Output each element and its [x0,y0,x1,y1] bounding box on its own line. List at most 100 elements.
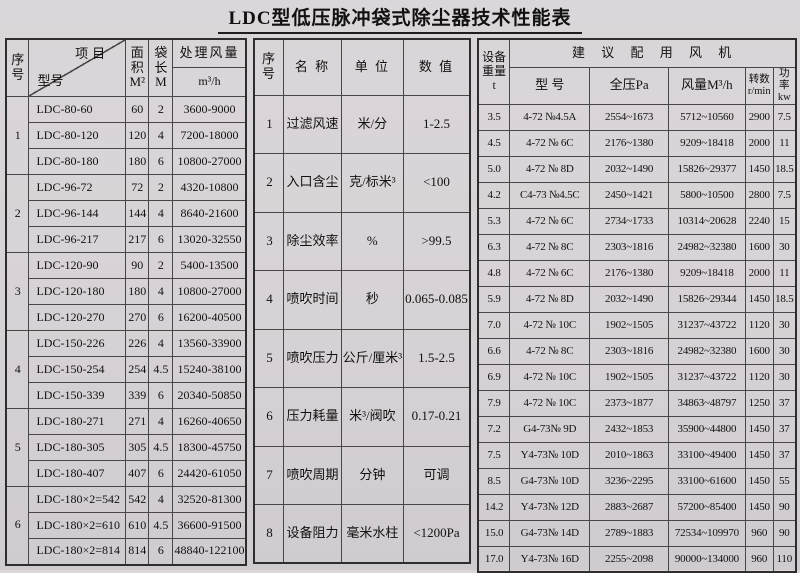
table-row: 5 喷吹压力 公斤/厘米³ 1.5-2.5 [253,328,471,388]
fan-model-cell: 4-72 № 8D [509,155,591,183]
speed-cell: 1120 [744,311,774,339]
model-cell: LDC-180-407 [28,460,127,487]
fan-model-cell: G4-73№ 14D [509,519,591,547]
model-cell: LDC-80-120 [28,122,127,149]
weight-cell: 17.0 [477,545,511,573]
weight-cell: 8.5 [477,467,511,495]
parameter-body: 1 过滤风速 米/分 1-2.5 2 入口含尘 克/标米³ <100 3 除尘效率% >99.5 4 喷… [253,94,471,564]
bag-length-cell: 6 [148,460,174,487]
pressure-cell: 2176~1380 [589,259,669,287]
header-power: 功率 kw [772,66,797,105]
area-cell: 180 [125,278,150,305]
table-row: 1 过滤风速 米/分 1-2.5 [253,94,471,154]
power-cell: 30 [772,363,797,391]
bag-length-cell: 6 [148,304,174,331]
power-cell: 37 [772,389,797,417]
table-row: LDC-96-217 217 6 13020-32550 [6,226,247,253]
param-unit-cell: 毫米水柱 [340,504,405,564]
table-row: 1 LDC-80-60 60 2 3600-9000 [5,96,247,175]
airflow-cell: 13560-33900 [172,330,247,357]
fan-airflow-cell: 5712~10560 [667,103,746,131]
table-row: 6.3 4-72 № 8C 2303~1816 24982~32380 1600 30 [477,233,797,261]
power-cell: 7.5 [772,181,797,209]
table-row: 8.5 G4-73№ 10D 3236~2295 33100~61600 1450 55 [477,467,797,495]
speed-cell: 1450 [744,285,774,313]
param-unit-cell: % [340,211,405,271]
airflow-cell: 48840-122100 [172,538,247,565]
pressure-cell: 2789~1883 [589,519,669,547]
param-unit-cell: 公斤/厘米³ [340,328,405,388]
param-value-cell: 1-2.5 [403,94,471,154]
param-name-cell: 过滤风速 [283,94,342,154]
fan-airflow-cell: 33100~49400 [667,441,746,469]
fan-model-cell: G4-73№ 10D [509,467,591,495]
header-airflow: 处理风量 m³/h [172,38,247,97]
table-row: LDC-120-180 180 4 10800-27000 [6,278,247,305]
param-value-cell: 1.5-2.5 [403,328,471,388]
bag-length-cell: 6 [148,538,174,565]
group-no-cell: 3 [5,252,30,331]
area-cell: 814 [125,538,150,565]
header-name: 名 称 [283,38,342,96]
pressure-cell: 2554~1673 [589,103,669,131]
model-cell: LDC-180×2=610 [28,512,127,539]
table-row: 8 设备阻力 毫米水柱 <1200Pa [253,504,471,564]
param-no-cell: 8 [253,504,285,564]
bag-length-cell: 4 [148,486,174,513]
area-cell: 90 [125,252,150,279]
fan-model-cell: 4-72 № 10C [509,389,591,417]
param-name-cell: 压力耗量 [283,387,342,447]
param-no-cell: 2 [253,153,285,213]
header-no: 序 号 [5,38,30,97]
power-cell: 11 [772,259,797,287]
model-cell: LDC-150-254 [28,356,127,383]
param-value-cell: 0.17-0.21 [403,387,471,447]
param-unit-cell: 秒 [340,270,405,330]
param-name-cell: 喷吹周期 [283,445,342,505]
table-row: LDC-150-254 254 4.5 15240-38100 [6,356,247,383]
param-no-cell: 7 [253,445,285,505]
fan-model-cell: 4-72 №4.5A [509,103,591,131]
table-row: 3.5 4-72 №4.5A 2554~1673 5712~10560 2900 7.5 [477,103,797,131]
group-no-cell: 2 [5,174,30,253]
speed-cell: 1250 [744,389,774,417]
fan-airflow-cell: 34863~48797 [667,389,746,417]
speed-cell: 1450 [744,415,774,443]
header-bag-length: 袋长 M [148,38,174,97]
table-row: 5.0 4-72 № 8D 2032~1490 15826~29377 1450 18.5 [477,155,797,183]
diagonal-line [29,40,125,96]
param-name-cell: 设备阻力 [283,504,342,564]
param-unit-cell: 克/标米³ [340,153,405,213]
speed-cell: 2000 [744,129,774,157]
area-cell: 180 [125,148,150,175]
header-item-model-diagonal: 项目 型号 [28,38,127,97]
bag-length-cell: 4.5 [148,434,174,461]
model-cell: LDC-150-226 [28,330,127,357]
weight-cell: 7.5 [477,441,511,469]
fan-model-cell: Y4-73№ 12D [509,493,591,521]
fan-airflow-cell: 5800~10500 [667,181,746,209]
airflow-cell: 24420-61050 [172,460,247,487]
fan-model-cell: 4-72 № 6C [509,207,591,235]
table-row: 4.2 C4-73 №4.5C 2450~1421 5800~10500 2800 7.5 [477,181,797,209]
model-cell: LDC-96-217 [28,226,127,253]
param-value-cell: <1200Pa [403,504,471,564]
fan-airflow-cell: 90000~134000 [667,545,746,573]
table-row: 17.0 Y4-73№ 16D 2255~2098 90000~134000 960 11… [477,545,797,573]
airflow-cell: 13020-32550 [172,226,247,253]
airflow-cell: 16200-40500 [172,304,247,331]
parameter-table: 序 号 名 称 单 位 数 值 1 过滤风速 米/分 1-2.5 2 入口含尘 克/标米³ <… [253,38,471,564]
pressure-cell: 2010~1863 [589,441,669,469]
power-cell: 90 [772,519,797,547]
header-fan-model: 型 号 [509,66,591,105]
power-cell: 11 [772,129,797,157]
area-cell: 270 [125,304,150,331]
header-no: 序 号 [253,38,285,96]
table-row: 5.3 4-72 № 6C 2734~1733 10314~20628 2240 15 [477,207,797,235]
param-no-cell: 3 [253,211,285,271]
airflow-cell: 16260-40650 [172,408,247,435]
weight-cell: 7.9 [477,389,511,417]
pressure-cell: 3236~2295 [589,467,669,495]
speed-cell: 1600 [744,337,774,365]
bag-length-cell: 4.5 [148,356,174,383]
